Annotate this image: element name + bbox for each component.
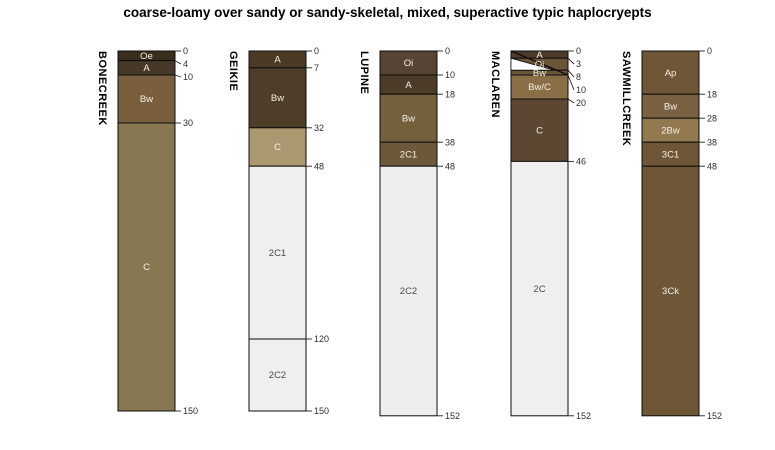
depth-tick-label: 48 — [445, 161, 455, 171]
depth-tick-leader — [567, 69, 575, 78]
depth-tick-label: 150 — [314, 406, 329, 416]
horizon-label: A — [274, 55, 281, 66]
depth-tick-label: 4 — [183, 59, 188, 69]
horizon-label: C — [274, 142, 281, 153]
depth-tick-label: 32 — [314, 123, 324, 133]
profile-sawmillcreek: Ap Bw 2Bw 3C1 3Ck 0 18 28 38 48 152 SAWMILLCREEK — [620, 46, 722, 421]
depth-tick-leader — [567, 98, 575, 104]
horizon-label: Ap — [665, 68, 677, 79]
horizon-rect — [117, 122, 176, 412]
depth-tick-label: 46 — [576, 157, 586, 167]
depth-tick-label: 0 — [314, 46, 319, 56]
profile-name-label: LUPINE — [358, 51, 370, 94]
depth-tick-label: 48 — [314, 161, 324, 171]
horizon-rect — [510, 160, 569, 417]
depth-tick-label: 0 — [576, 46, 581, 56]
horizon-rect — [379, 141, 438, 167]
depth-tick-label: 152 — [707, 411, 722, 421]
horizon-label: 2C2 — [400, 286, 417, 297]
diagonal-boundary-line — [510, 50, 569, 76]
depth-tick-label: 48 — [707, 161, 717, 171]
horizon-label: 3C1 — [662, 149, 679, 160]
horizon-label: C — [536, 125, 543, 136]
horizon-label: 2C — [533, 284, 545, 295]
horizon-rect — [510, 98, 569, 162]
horizon-label: Bw/C — [528, 82, 551, 93]
horizon-rect — [248, 338, 307, 412]
depth-tick-label: 150 — [183, 406, 198, 416]
depth-tick-label: 0 — [183, 46, 188, 56]
depth-tick-label: 152 — [576, 411, 591, 421]
horizon-rect — [248, 165, 307, 340]
depth-tick-label: 0 — [707, 46, 712, 56]
depth-tick-label: 38 — [707, 137, 717, 147]
profile-name-label: GEIKIE — [227, 51, 239, 91]
horizon-label: A — [143, 63, 150, 74]
horizon-label: Oe — [140, 51, 153, 62]
horizon-rect — [641, 165, 700, 417]
horizon-rect — [117, 74, 176, 124]
horizon-label: C — [143, 262, 150, 273]
profile-lupine: Oi A Bw 2C1 2C2 0 10 18 38 48 152 LUPINE — [358, 46, 460, 421]
horizon-label: Bw — [402, 113, 415, 124]
depth-tick-leader — [174, 74, 182, 78]
horizon-label: A — [405, 80, 412, 91]
horizon-label: 2Bw — [661, 125, 680, 136]
horizon-rect — [379, 93, 438, 143]
horizon-label: 3Ck — [662, 286, 679, 297]
profile-bonecreek: OeA Bw C 0 4 10 30 150 BONECREEK — [96, 46, 198, 416]
horizon-label: Bw — [140, 94, 153, 105]
depth-tick-label: 8 — [576, 72, 581, 82]
depth-tick-leader — [567, 74, 575, 91]
horizon-label: Bw — [271, 93, 284, 104]
depth-tick-label: 30 — [183, 118, 193, 128]
horizon-rect — [248, 127, 307, 167]
horizon-label: 2C2 — [269, 370, 286, 381]
horizon-rect — [248, 67, 307, 129]
horizon-label: Bw — [533, 68, 546, 79]
depth-tick-leader — [567, 57, 575, 65]
horizon-label: 2C1 — [400, 149, 417, 160]
depth-tick-label: 18 — [707, 89, 717, 99]
horizon-label: Oi — [404, 58, 414, 69]
depth-tick-label: 28 — [707, 113, 717, 123]
depth-tick-label: 120 — [314, 334, 329, 344]
horizon-rect — [510, 74, 569, 100]
horizon-rect — [379, 165, 438, 417]
depth-tick-label: 10 — [445, 70, 455, 80]
depth-tick-label: 18 — [445, 89, 455, 99]
horizon-label: Bw — [664, 101, 677, 112]
profile-name-label: SAWMILLCREEK — [620, 51, 632, 146]
depth-tick-label: 7 — [314, 63, 319, 73]
horizon-rect — [641, 50, 700, 95]
horizon-label: Oi — [535, 59, 545, 70]
horizon-label: 2C1 — [269, 248, 286, 259]
profile-name-label: BONECREEK — [96, 51, 108, 126]
white-wedge — [510, 57, 555, 71]
depth-tick-label: 38 — [445, 137, 455, 147]
depth-tick-label: 3 — [576, 59, 581, 69]
depth-tick-leader — [174, 60, 182, 65]
depth-tick-label: 10 — [183, 72, 193, 82]
depth-tick-label: 20 — [576, 98, 586, 108]
depth-tick-label: 0 — [445, 46, 450, 56]
horizon-label: A — [536, 50, 543, 61]
depth-tick-label: 10 — [576, 85, 586, 95]
depth-tick-label: 152 — [445, 411, 460, 421]
profile-geikie: A Bw C 2C1 2C2 0 7 32 48 120 150 GEIKIE — [227, 46, 329, 416]
profile-name-label: MACLAREN — [489, 51, 501, 118]
horizon-rect — [641, 117, 700, 143]
plot-title: coarse-loamy over sandy or sandy-skeleta… — [123, 5, 652, 20]
